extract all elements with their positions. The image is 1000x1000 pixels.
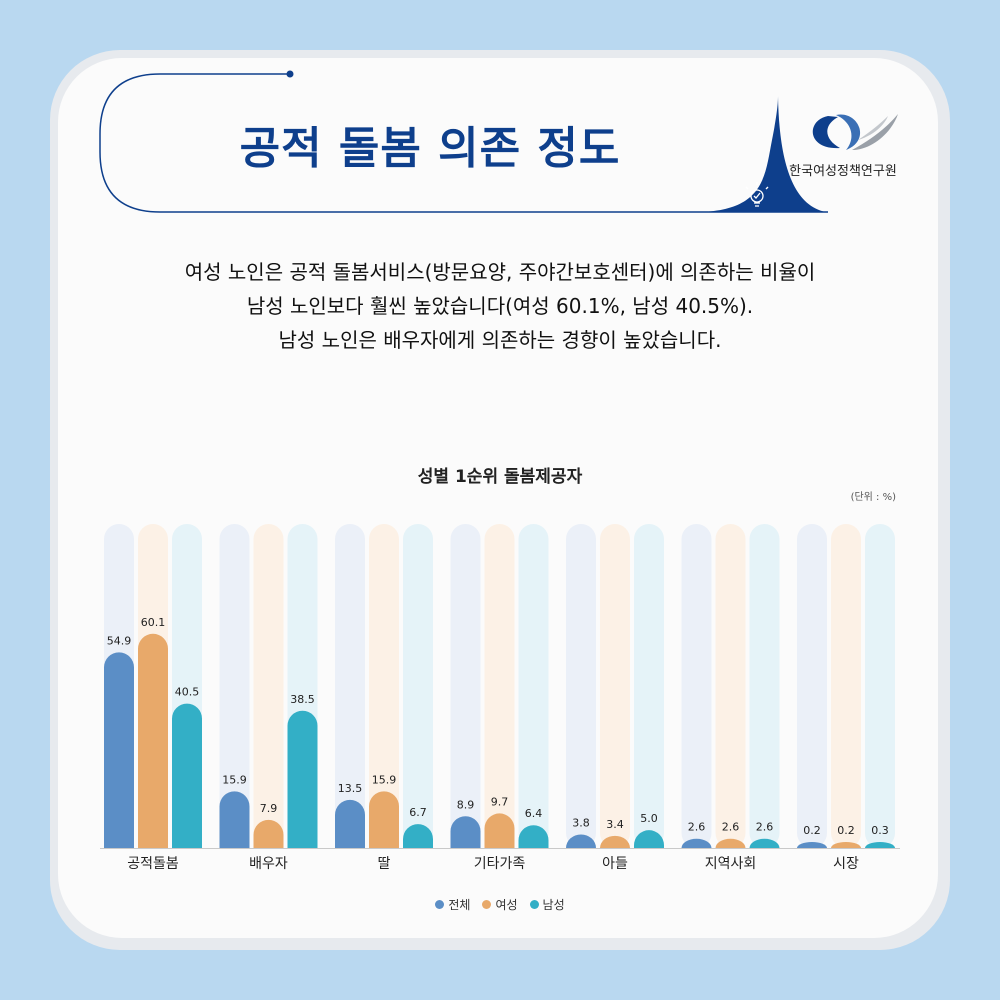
description-line-2: 남성 노인보다 훨씬 높았습니다(여성 60.1%, 남성 40.5%). — [246, 294, 754, 318]
legend-dot-total — [435, 900, 445, 909]
value-label-male-1: 38.5 — [290, 693, 315, 706]
description: 여성 노인은 공적 돌봄서비스(방문요양, 주야간보호센터)에 의존하는 비율이… — [100, 255, 900, 357]
value-label-male-6: 0.3 — [871, 824, 889, 837]
legend-item-female: 여성 — [482, 896, 518, 913]
bar-track-female-4 — [600, 524, 630, 848]
bar-male-1 — [287, 710, 318, 848]
value-label-male-2: 6.7 — [409, 806, 427, 819]
unit-label: (단위 : %) — [850, 492, 896, 503]
category-label-0: 공적돌봄 — [127, 856, 179, 872]
bar-track-female-6 — [831, 524, 861, 848]
bar-track-total-4 — [566, 524, 596, 848]
legend-label-male: 남성 — [542, 898, 565, 912]
bar-track-male-2 — [403, 524, 433, 848]
bar-track-female-5 — [715, 524, 746, 848]
value-label-male-4: 5.0 — [640, 812, 658, 825]
category-label-6: 시장 — [833, 856, 859, 872]
kwdi-logo-icon — [812, 114, 898, 150]
bar-track-total-5 — [681, 524, 712, 848]
legend-dot-male — [529, 900, 539, 909]
value-label-female-6: 0.2 — [837, 824, 855, 837]
legend-item-male: 남성 — [529, 896, 565, 913]
bar-track-male-3 — [518, 524, 549, 848]
title-frame-line — [99, 73, 828, 213]
legend-label-female: 여성 — [495, 898, 518, 912]
value-label-total-1: 15.9 — [222, 773, 247, 786]
org-name: 한국여성정책연구원 — [789, 164, 897, 179]
bar-track-male-5 — [749, 524, 780, 848]
bar-female-6 — [831, 842, 861, 848]
bar-track-total-6 — [797, 524, 827, 848]
legend-dot-female — [482, 900, 492, 909]
bar-total-2 — [335, 799, 365, 848]
value-label-male-5: 2.6 — [756, 821, 774, 834]
legend-item-total: 전체 — [435, 896, 470, 913]
lightbulb-icon — [745, 182, 769, 207]
bar-male-3 — [518, 825, 549, 848]
bar-male-0 — [172, 703, 202, 848]
bar-track-male-4 — [634, 524, 664, 848]
bar-female-0 — [138, 633, 168, 848]
value-label-female-1: 7.9 — [260, 802, 278, 815]
value-label-female-3: 9.7 — [491, 795, 509, 808]
chart-title: 성별 1순위 돌봄제공자 — [417, 467, 583, 487]
value-label-total-6: 0.2 — [803, 824, 821, 837]
value-label-female-4: 3.4 — [606, 818, 624, 831]
bar-female-1 — [253, 819, 284, 848]
bar-female-2 — [369, 791, 399, 848]
value-label-female-5: 2.6 — [722, 821, 740, 834]
value-label-total-3: 8.9 — [457, 798, 475, 811]
category-label-1: 배우자 — [249, 856, 288, 872]
bar-track-female-2 — [369, 524, 399, 848]
legend-label-total: 전체 — [448, 898, 471, 912]
category-label-5: 지역사회 — [705, 856, 757, 872]
bar-track-female-3 — [484, 524, 515, 848]
title-frame-dot — [286, 70, 294, 78]
value-label-total-5: 2.6 — [688, 821, 706, 834]
value-label-total-4: 3.8 — [572, 816, 590, 829]
value-label-male-3: 6.4 — [525, 807, 543, 820]
bar-total-0 — [104, 652, 134, 848]
bar-track-total-3 — [450, 524, 481, 848]
bar-female-4 — [600, 835, 630, 848]
bar-track-total-2 — [335, 524, 365, 848]
bar-female-5 — [715, 838, 746, 848]
value-label-male-0: 40.5 — [175, 686, 200, 699]
bar-female-3 — [484, 813, 515, 848]
page-title: 공적 돌봄 의존 정도 — [239, 123, 621, 174]
bar-male-6 — [865, 842, 895, 848]
description-line-1: 여성 노인은 공적 돌봄서비스(방문요양, 주야간보호센터)에 의존하는 비율이 — [184, 260, 816, 284]
value-label-female-2: 15.9 — [372, 773, 397, 786]
bar-track-male-6 — [865, 524, 895, 848]
bar-total-4 — [566, 834, 596, 848]
bar-male-4 — [634, 830, 664, 848]
bar-track-female-1 — [253, 524, 284, 848]
category-label-3: 기타가족 — [474, 856, 526, 872]
value-label-total-0: 54.9 — [107, 634, 132, 647]
legend: 전체 여성 남성 — [300, 896, 700, 913]
bar-male-5 — [749, 838, 780, 848]
bar-total-5 — [681, 838, 712, 848]
bar-total-3 — [450, 816, 481, 848]
bar-male-2 — [403, 824, 433, 848]
value-label-total-2: 13.5 — [338, 782, 363, 795]
bar-total-6 — [797, 842, 827, 848]
bar-total-1 — [219, 791, 250, 848]
category-label-4: 아들 — [602, 856, 628, 872]
bar-track-total-1 — [219, 524, 250, 848]
value-label-female-0: 60.1 — [141, 616, 166, 629]
title-frame-wave — [700, 96, 826, 212]
description-line-3: 남성 노인은 배우자에게 의존하는 경향이 높았습니다. — [278, 328, 722, 352]
category-label-2: 딸 — [378, 856, 391, 872]
